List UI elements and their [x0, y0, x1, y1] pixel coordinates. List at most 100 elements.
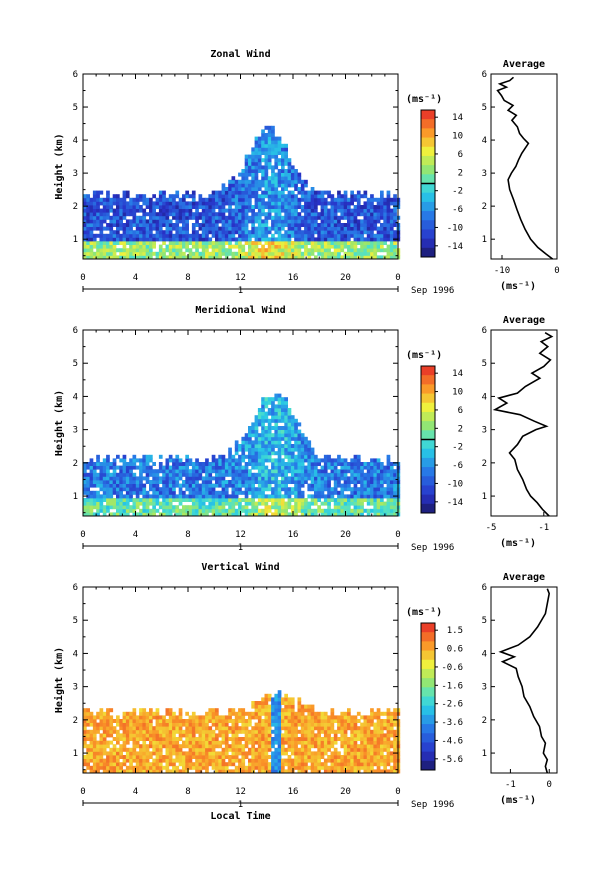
profile-x-label: (ms⁻¹)	[500, 538, 536, 549]
colorbar-tick-label: -1.6	[441, 681, 463, 691]
y-tick-label: 4	[73, 136, 78, 146]
y-axis-ticks: 1 2 3 4 5 6	[73, 583, 398, 771]
colorbar-tick-label: -0.6	[441, 663, 463, 673]
profile-y-tick-label: 5	[482, 616, 487, 626]
profile-x-tick-label: -5	[486, 523, 497, 533]
colorbar-tick-label: 6	[458, 406, 463, 416]
profile-y-tick-label: 1	[482, 492, 487, 502]
colorbar-swatch	[421, 110, 435, 120]
heatmap-field	[83, 393, 401, 517]
colorbar-swatch	[421, 641, 435, 652]
colorbar-tick-label: 2	[458, 424, 463, 434]
y-tick-label: 6	[73, 326, 78, 336]
colorbar-swatch	[421, 137, 435, 148]
profile-line	[492, 332, 554, 517]
profile-x-label: (ms⁻¹)	[500, 795, 536, 806]
profile-title: Average	[503, 572, 545, 583]
colorbar-swatch	[421, 211, 435, 221]
y-tick-label: 4	[73, 649, 78, 659]
x-tick-label: 8	[185, 787, 190, 797]
colorbar-unit: (ms⁻¹)	[406, 607, 442, 618]
y-axis-label: Height (km)	[53, 133, 65, 199]
colorbar-swatch	[421, 485, 435, 496]
y-tick-label: 2	[73, 202, 78, 212]
x-tick-label: 4	[133, 787, 138, 797]
colorbar-frame	[420, 622, 436, 771]
profile-y-tick-label: 5	[482, 103, 487, 113]
colorbar-swatch	[421, 402, 435, 413]
colorbar-tick-label: -3.6	[441, 718, 463, 728]
colorbar-tick-label: 6	[458, 150, 463, 160]
x-tick-label: 4	[133, 530, 138, 540]
y-tick-label: 5	[73, 103, 78, 113]
profile-x-tick-label: 0	[547, 780, 552, 790]
profile-line	[498, 588, 551, 774]
colorbar-swatch	[421, 714, 435, 725]
colorbar-swatch	[421, 448, 435, 459]
colorbar-tick-label: -6	[452, 461, 463, 471]
x-tick-label: 0	[395, 530, 400, 540]
profile-frame	[490, 73, 558, 260]
y-tick-label: 6	[73, 70, 78, 80]
profile-y-tick-label: 2	[482, 716, 487, 726]
x-tick-label: 20	[340, 273, 351, 283]
colorbar: (ms⁻¹) 1.5 0.6 -0.6 -1.6 -2.6 -3.6 -4.6 -5.6	[406, 607, 463, 771]
profile-y-tick-label: 4	[482, 136, 487, 146]
y-tick-label: 3	[73, 169, 78, 179]
profile-panel: Average 1 2 3 4 5 6 -1 0 (ms⁻¹)	[482, 572, 558, 806]
date-suffix: Sep 1996	[411, 543, 454, 553]
x-tick-label: 0	[395, 787, 400, 797]
profile-y-tick-label: 6	[482, 70, 487, 80]
profile-frame	[490, 586, 558, 774]
colorbar-swatch	[421, 467, 435, 477]
y-tick-label: 1	[73, 235, 78, 245]
x-tick-label: 0	[395, 273, 400, 283]
x-axis-ticks: 0 4 8 12 16 20 0	[80, 74, 401, 283]
y-tick-label: 3	[73, 683, 78, 693]
profile-y-tick-label: 3	[482, 169, 487, 179]
panel-title: Vertical Wind	[201, 561, 279, 573]
colorbar-tick-label: 14	[452, 369, 463, 379]
x-tick-label: 16	[288, 273, 299, 283]
colorbar-swatch	[421, 201, 435, 212]
colorbar-swatch	[421, 650, 435, 661]
profile-y-tick-label: 4	[482, 649, 487, 659]
profile-y-tick-label: 3	[482, 426, 487, 436]
colorbar-swatch	[421, 238, 435, 249]
colorbar-swatch	[421, 247, 435, 258]
heatmap-field	[83, 690, 401, 774]
colorbar-swatch	[421, 183, 435, 194]
colorbar-swatch	[421, 192, 435, 203]
date-suffix: Sep 1996	[411, 286, 454, 296]
colorbar-swatch	[421, 659, 435, 670]
panel-title: Meridional Wind	[195, 304, 285, 316]
profile-panel: Average 1 2 3 4 5 6 -5 -1(ms⁻¹)	[482, 315, 558, 549]
x-tick-label: 16	[288, 530, 299, 540]
x-tick-label: 8	[185, 273, 190, 283]
colorbar-swatch	[421, 411, 435, 422]
profile-y-tick-label: 6	[482, 326, 487, 336]
profile-y-tick-label: 2	[482, 459, 487, 469]
colorbar: (ms⁻¹) 14 10 6 2 -2 -6 -10 -14	[406, 350, 463, 514]
colorbar-swatch	[421, 146, 435, 157]
profile-y-tick-label: 6	[482, 583, 487, 593]
y-tick-label: 6	[73, 583, 78, 593]
y-tick-label: 5	[73, 616, 78, 626]
profile-title: Average	[503, 315, 545, 326]
profile-x-tick-label: -1	[505, 780, 516, 790]
date-label: 1	[238, 543, 243, 553]
profile-panel: Average 1 2 3 4 5 6 -10 0 (ms⁻¹)	[482, 59, 560, 292]
profile-y-tick-label: 1	[482, 749, 487, 759]
x-tick-label: 20	[340, 530, 351, 540]
profile-y-tick-label: 2	[482, 202, 487, 212]
y-tick-label: 2	[73, 459, 78, 469]
y-axis-label: Height (km)	[53, 390, 65, 456]
y-tick-label: 3	[73, 426, 78, 436]
profile-x-tick-label: -1	[538, 523, 549, 533]
colorbar-swatch	[421, 503, 435, 514]
colorbar-tick-label: 10	[452, 388, 463, 398]
colorbar-swatch	[421, 687, 435, 697]
